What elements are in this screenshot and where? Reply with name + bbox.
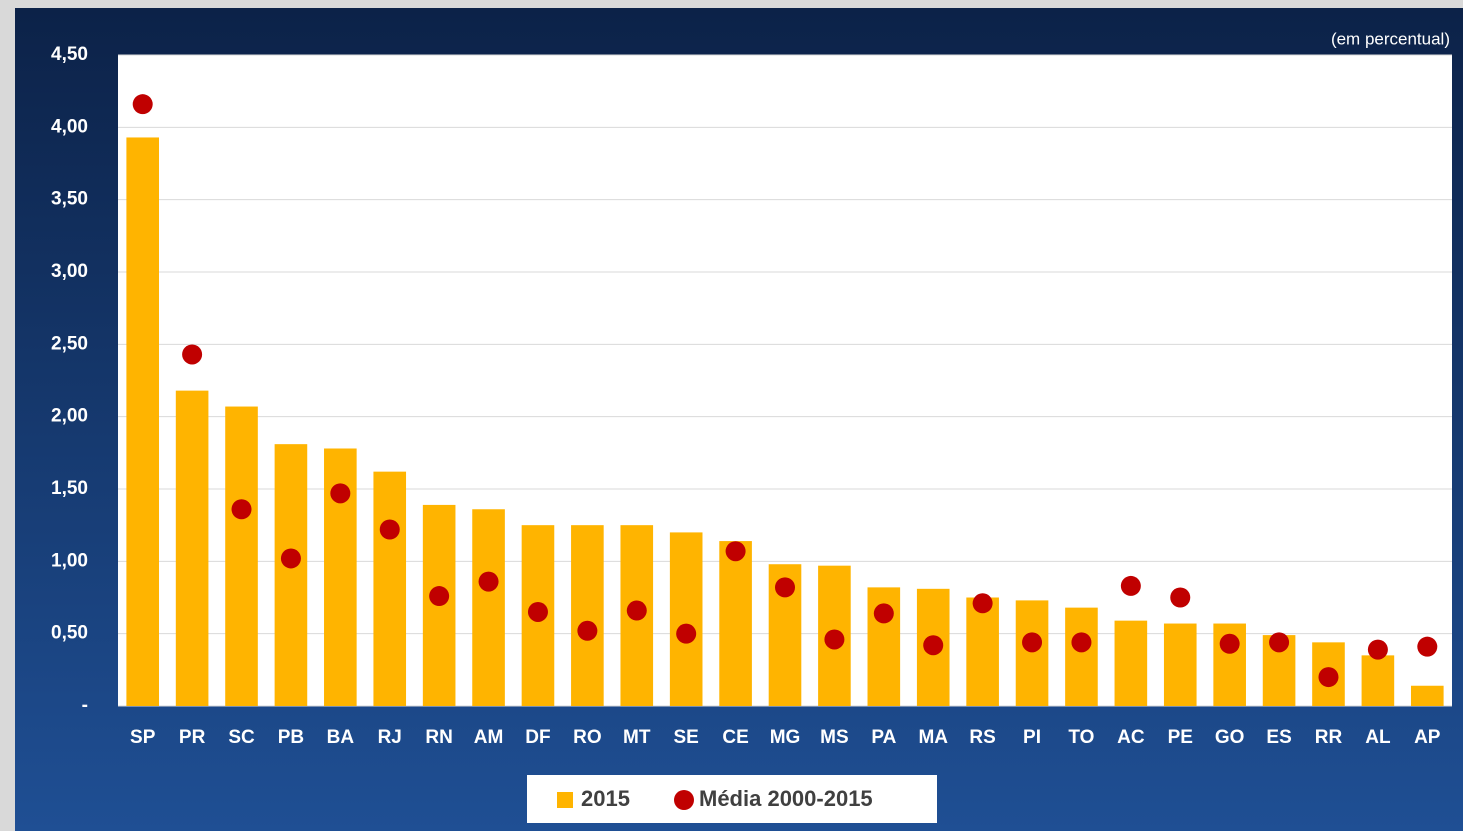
dot [379,519,400,540]
x-tick-label: RN [425,727,452,748]
dot [577,620,598,641]
x-tick-label: BA [327,727,355,748]
dot [626,600,647,621]
x-tick-label: MG [770,727,801,748]
y-tick-label: 1,50 [51,478,88,499]
dot [1071,632,1092,653]
dot [182,344,203,365]
legend-label: 2015 [581,786,630,811]
y-tick-label: 3,50 [51,189,88,210]
y-tick-label: 4,00 [51,116,88,137]
bar [1015,600,1049,706]
y-tick-label: 3,00 [51,261,88,282]
x-tick-label: TO [1068,727,1094,748]
x-tick-label: AM [474,727,504,748]
bar [1114,620,1148,706]
dot [725,541,746,562]
x-tick-label: ES [1266,727,1291,748]
x-tick-label: SC [228,727,255,748]
legend-swatch [557,792,573,808]
y-tick-label: 0,50 [51,623,88,644]
x-tick-label: MT [623,727,651,748]
dot [429,586,450,607]
x-tick-label: PA [871,727,896,748]
dot [280,548,301,569]
dot [527,601,548,622]
bar [669,532,703,706]
dot [1219,633,1240,654]
x-tick-label: PE [1168,727,1193,748]
dot [775,577,795,598]
bar [225,406,258,706]
dot [1022,632,1043,653]
x-tick-label: GO [1215,727,1245,748]
x-tick-label: PR [179,727,206,748]
y-tick-label: 4,50 [51,44,88,65]
dot [1269,632,1290,653]
x-tick-label: MS [820,727,849,748]
y-tick-label: - [82,695,88,716]
x-tick-label: CE [722,727,748,748]
y-tick-label: 2,00 [51,406,88,427]
annotation: (em percentual) [1331,29,1450,48]
bar [373,471,407,706]
dot [231,499,252,520]
bar [1410,685,1444,706]
x-tick-label: RR [1315,727,1343,748]
y-tick-label: 2,50 [51,333,88,354]
dot [132,94,153,115]
legend-label: Média 2000-2015 [699,786,873,811]
x-tick-label: AC [1117,727,1145,748]
dot [1367,639,1388,660]
bar [472,509,505,706]
x-tick-label: AP [1414,727,1441,748]
dot [330,483,351,504]
dot [1120,575,1141,596]
y-tick-label: 1,00 [51,550,88,571]
x-tick-label: PB [278,727,304,748]
dot [1417,636,1438,657]
x-tick-label: MA [918,727,948,748]
dot [1318,667,1339,688]
x-tick-label: RS [969,727,995,748]
dot [873,603,894,624]
bar [719,541,752,706]
bar [126,137,160,706]
bar [274,444,308,706]
legend [527,775,937,823]
bar [1361,655,1395,706]
x-tick-label: SP [130,727,156,748]
x-tick-label: SE [674,727,699,748]
x-tick-label: RJ [378,727,402,748]
bar [1065,607,1098,706]
dot [478,571,499,592]
dot [923,635,944,656]
bar [1163,623,1197,706]
bar [175,390,209,706]
dot [1170,587,1191,608]
x-tick-label: RO [573,727,602,748]
x-tick-label: PI [1023,727,1041,748]
bar [571,525,604,706]
x-tick-label: AL [1365,727,1391,748]
x-tick-label: DF [525,727,550,748]
dot [972,593,993,614]
bar [966,597,999,706]
dot [676,623,697,644]
legend-swatch [674,790,694,810]
dot [824,629,845,650]
